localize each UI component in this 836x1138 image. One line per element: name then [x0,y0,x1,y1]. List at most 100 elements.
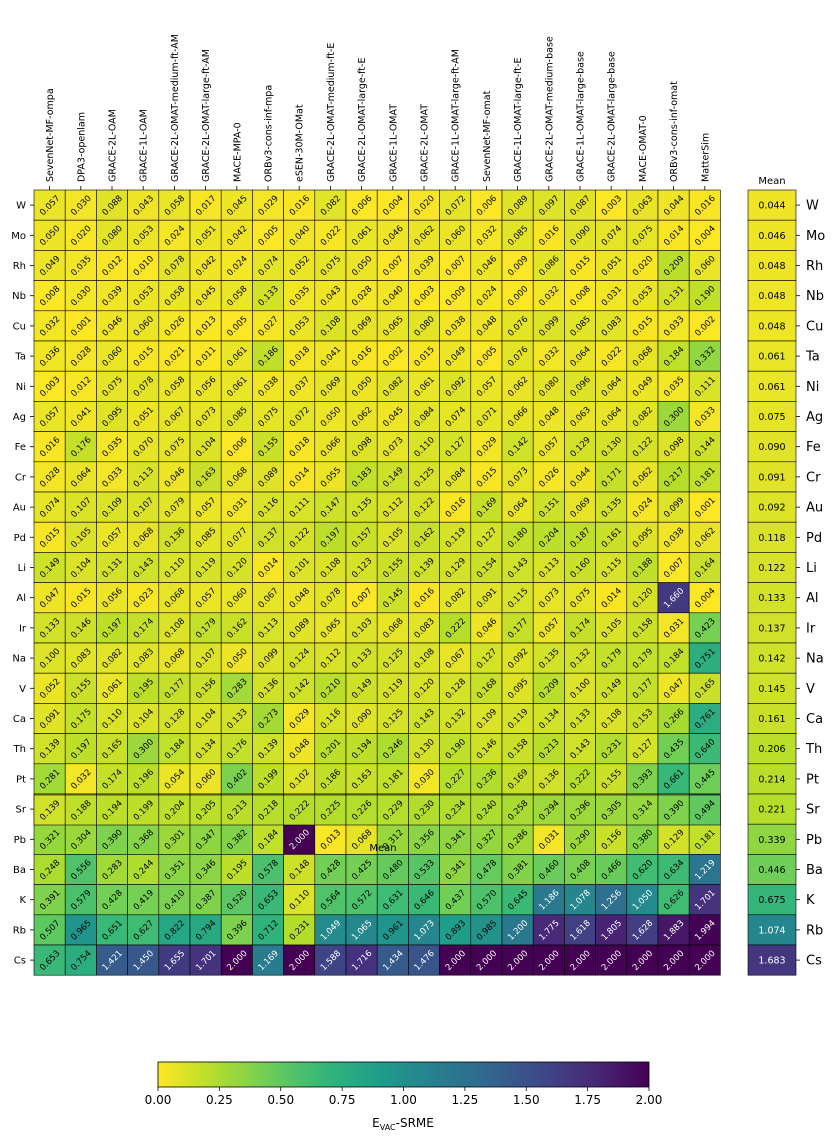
heatmap-cell [626,944,659,976]
element-label-right: Pd [806,531,822,546]
heatmap-cell [501,280,534,312]
row-mean-cell [747,612,797,644]
heatmap-cell [688,370,721,402]
heatmap-cell [688,763,721,795]
heatmap-cell [314,461,347,493]
heatmap-cell [252,552,284,583]
heatmap-cell [501,310,534,342]
heatmap-cell [532,219,565,251]
colorbar-tick-label: 0.25 [206,1093,233,1107]
heatmap-cell [439,370,472,402]
row-mean-value: 0.092 [758,503,785,514]
heatmap-cell [408,431,440,463]
heatmap-cell [64,733,97,765]
heatmap-cell [626,703,659,734]
heatmap-cell [564,944,596,976]
heatmap-cell [532,763,565,795]
model-label: SevenNet-MF-ompa [45,88,56,182]
heatmap-cell [657,340,690,372]
heatmap-cell [657,703,690,734]
heatmap-cell [376,884,409,916]
heatmap-cell [626,431,659,463]
heatmap-cell [688,642,721,674]
heatmap-cell [158,672,191,704]
heatmap-cell [127,763,160,795]
heatmap-cell [376,401,409,432]
heatmap-cell [657,612,690,644]
heatmap-cell [252,823,284,855]
model-label: GRACE-2L-OMAT-medium-base [544,36,555,182]
row-mean-value: 0.214 [758,774,785,785]
heatmap-cell [314,763,347,795]
heatmap-cell [220,733,253,765]
heatmap-cell [688,521,721,553]
heatmap-cell [252,189,284,221]
row-mean-value: 0.118 [758,533,785,544]
heatmap-cell [470,612,503,644]
heatmap-cell [595,854,628,885]
colorbar-tick-label: 2.00 [636,1093,663,1107]
row-mean-cell [747,491,797,523]
element-label-left: Nb [12,291,26,302]
heatmap-cell [314,733,347,765]
row-mean-value: 0.075 [758,412,785,423]
heatmap-cell [158,521,191,553]
heatmap-cell [688,733,721,765]
heatmap-cell [626,219,659,251]
heatmap-cell [220,823,253,855]
row-mean-value: 0.044 [758,201,785,212]
heatmap-cell [252,310,284,342]
element-label-left: Cu [13,321,26,332]
heatmap-cell [532,884,565,916]
element-label-right: Mo [806,229,825,244]
model-label: MACE-OMAT-0 [638,115,649,182]
heatmap-cell [64,763,97,795]
heatmap-cell [470,280,503,312]
heatmap-cell [501,672,534,704]
heatmap-cell [33,431,66,463]
element-label-right: Al [806,591,819,606]
heatmap-cell [626,854,659,885]
model-label: GRACE-2L-OAM [108,109,119,182]
heatmap-cell [501,823,534,855]
heatmap-cell [252,854,284,885]
row-mean-cell [747,250,797,281]
heatmap-cell [158,219,191,251]
heatmap-cell [33,401,66,432]
heatmap-cell [532,280,565,312]
element-label-right: Sr [806,803,820,818]
heatmap-cell [314,854,347,885]
heatmap-cell [376,189,409,221]
element-label-left: Fe [15,442,26,453]
heatmap-cell [501,854,534,885]
heatmap-cell [501,914,534,946]
column-mean-cell [626,794,659,826]
heatmap-cell [470,763,503,795]
row-mean-cell [747,582,797,614]
element-label-right: Li [806,561,817,576]
heatmap-cell [158,642,191,674]
heatmap-cell [532,552,565,583]
heatmap-cell [33,280,66,312]
element-label-right: Rh [806,259,823,274]
heatmap-cell [314,250,347,281]
heatmap-cell [158,582,191,614]
heatmap-cell [252,461,284,493]
row-mean-cell [747,733,797,765]
heatmap-cell [439,219,472,251]
heatmap-cell [595,612,628,644]
heatmap-cell [408,340,440,372]
column-mean-cell [657,794,690,826]
heatmap-cell [564,401,596,432]
heatmap-cell [220,854,253,885]
heatmap-cell [688,854,721,885]
heatmap-cell [252,340,284,372]
heatmap-cell [64,189,97,221]
heatmap-cell [314,582,347,614]
heatmap-cell [345,944,378,976]
heatmap-cell [408,703,440,734]
heatmap-cell [158,914,191,946]
column-mean-cell [189,794,222,826]
element-label-left: Cs [14,956,26,967]
heatmap-cell [345,884,378,916]
